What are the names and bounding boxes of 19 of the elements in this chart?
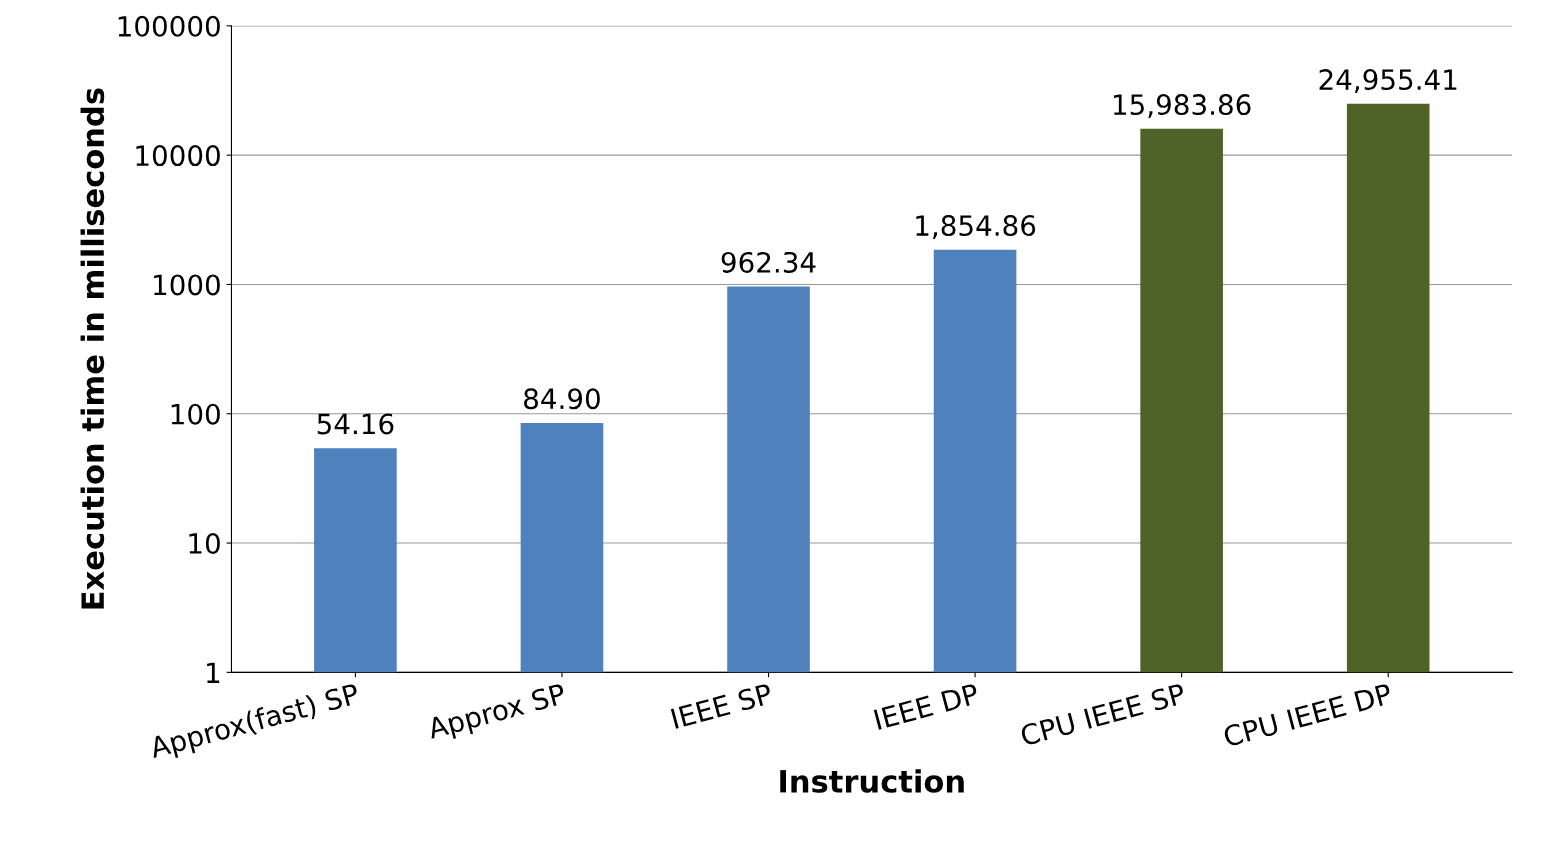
y-tick-label: 100: [171, 403, 220, 425]
y-tick-label: 1000: [154, 274, 220, 296]
x-tick-label: IEEE SP: [670, 682, 774, 730]
y-axis-title: Execution time in milliseconds: [80, 88, 105, 609]
y-tick-label: 1: [207, 662, 220, 683]
y-tick-label: 100000: [118, 15, 220, 37]
y-tick-label: 10000: [136, 145, 220, 167]
x-tick-label: IEEE DP: [873, 683, 980, 730]
y-tick-label: 10: [189, 533, 220, 555]
data-label: 54.16: [317, 413, 394, 435]
data-label: 962.34: [721, 251, 816, 273]
data-label: 84.90: [524, 388, 600, 410]
x-axis-title: Instruction: [780, 769, 964, 793]
x-tick-label: Approx SP: [426, 682, 568, 745]
data-label: 15,983.86: [1114, 94, 1251, 118]
data-label: 1,854.86: [916, 215, 1036, 239]
x-tick-label: CPU IEEE SP: [1019, 682, 1187, 747]
data-label: 24,955.41: [1319, 69, 1457, 93]
x-tick-label: CPU IEEE DP: [1222, 682, 1393, 748]
